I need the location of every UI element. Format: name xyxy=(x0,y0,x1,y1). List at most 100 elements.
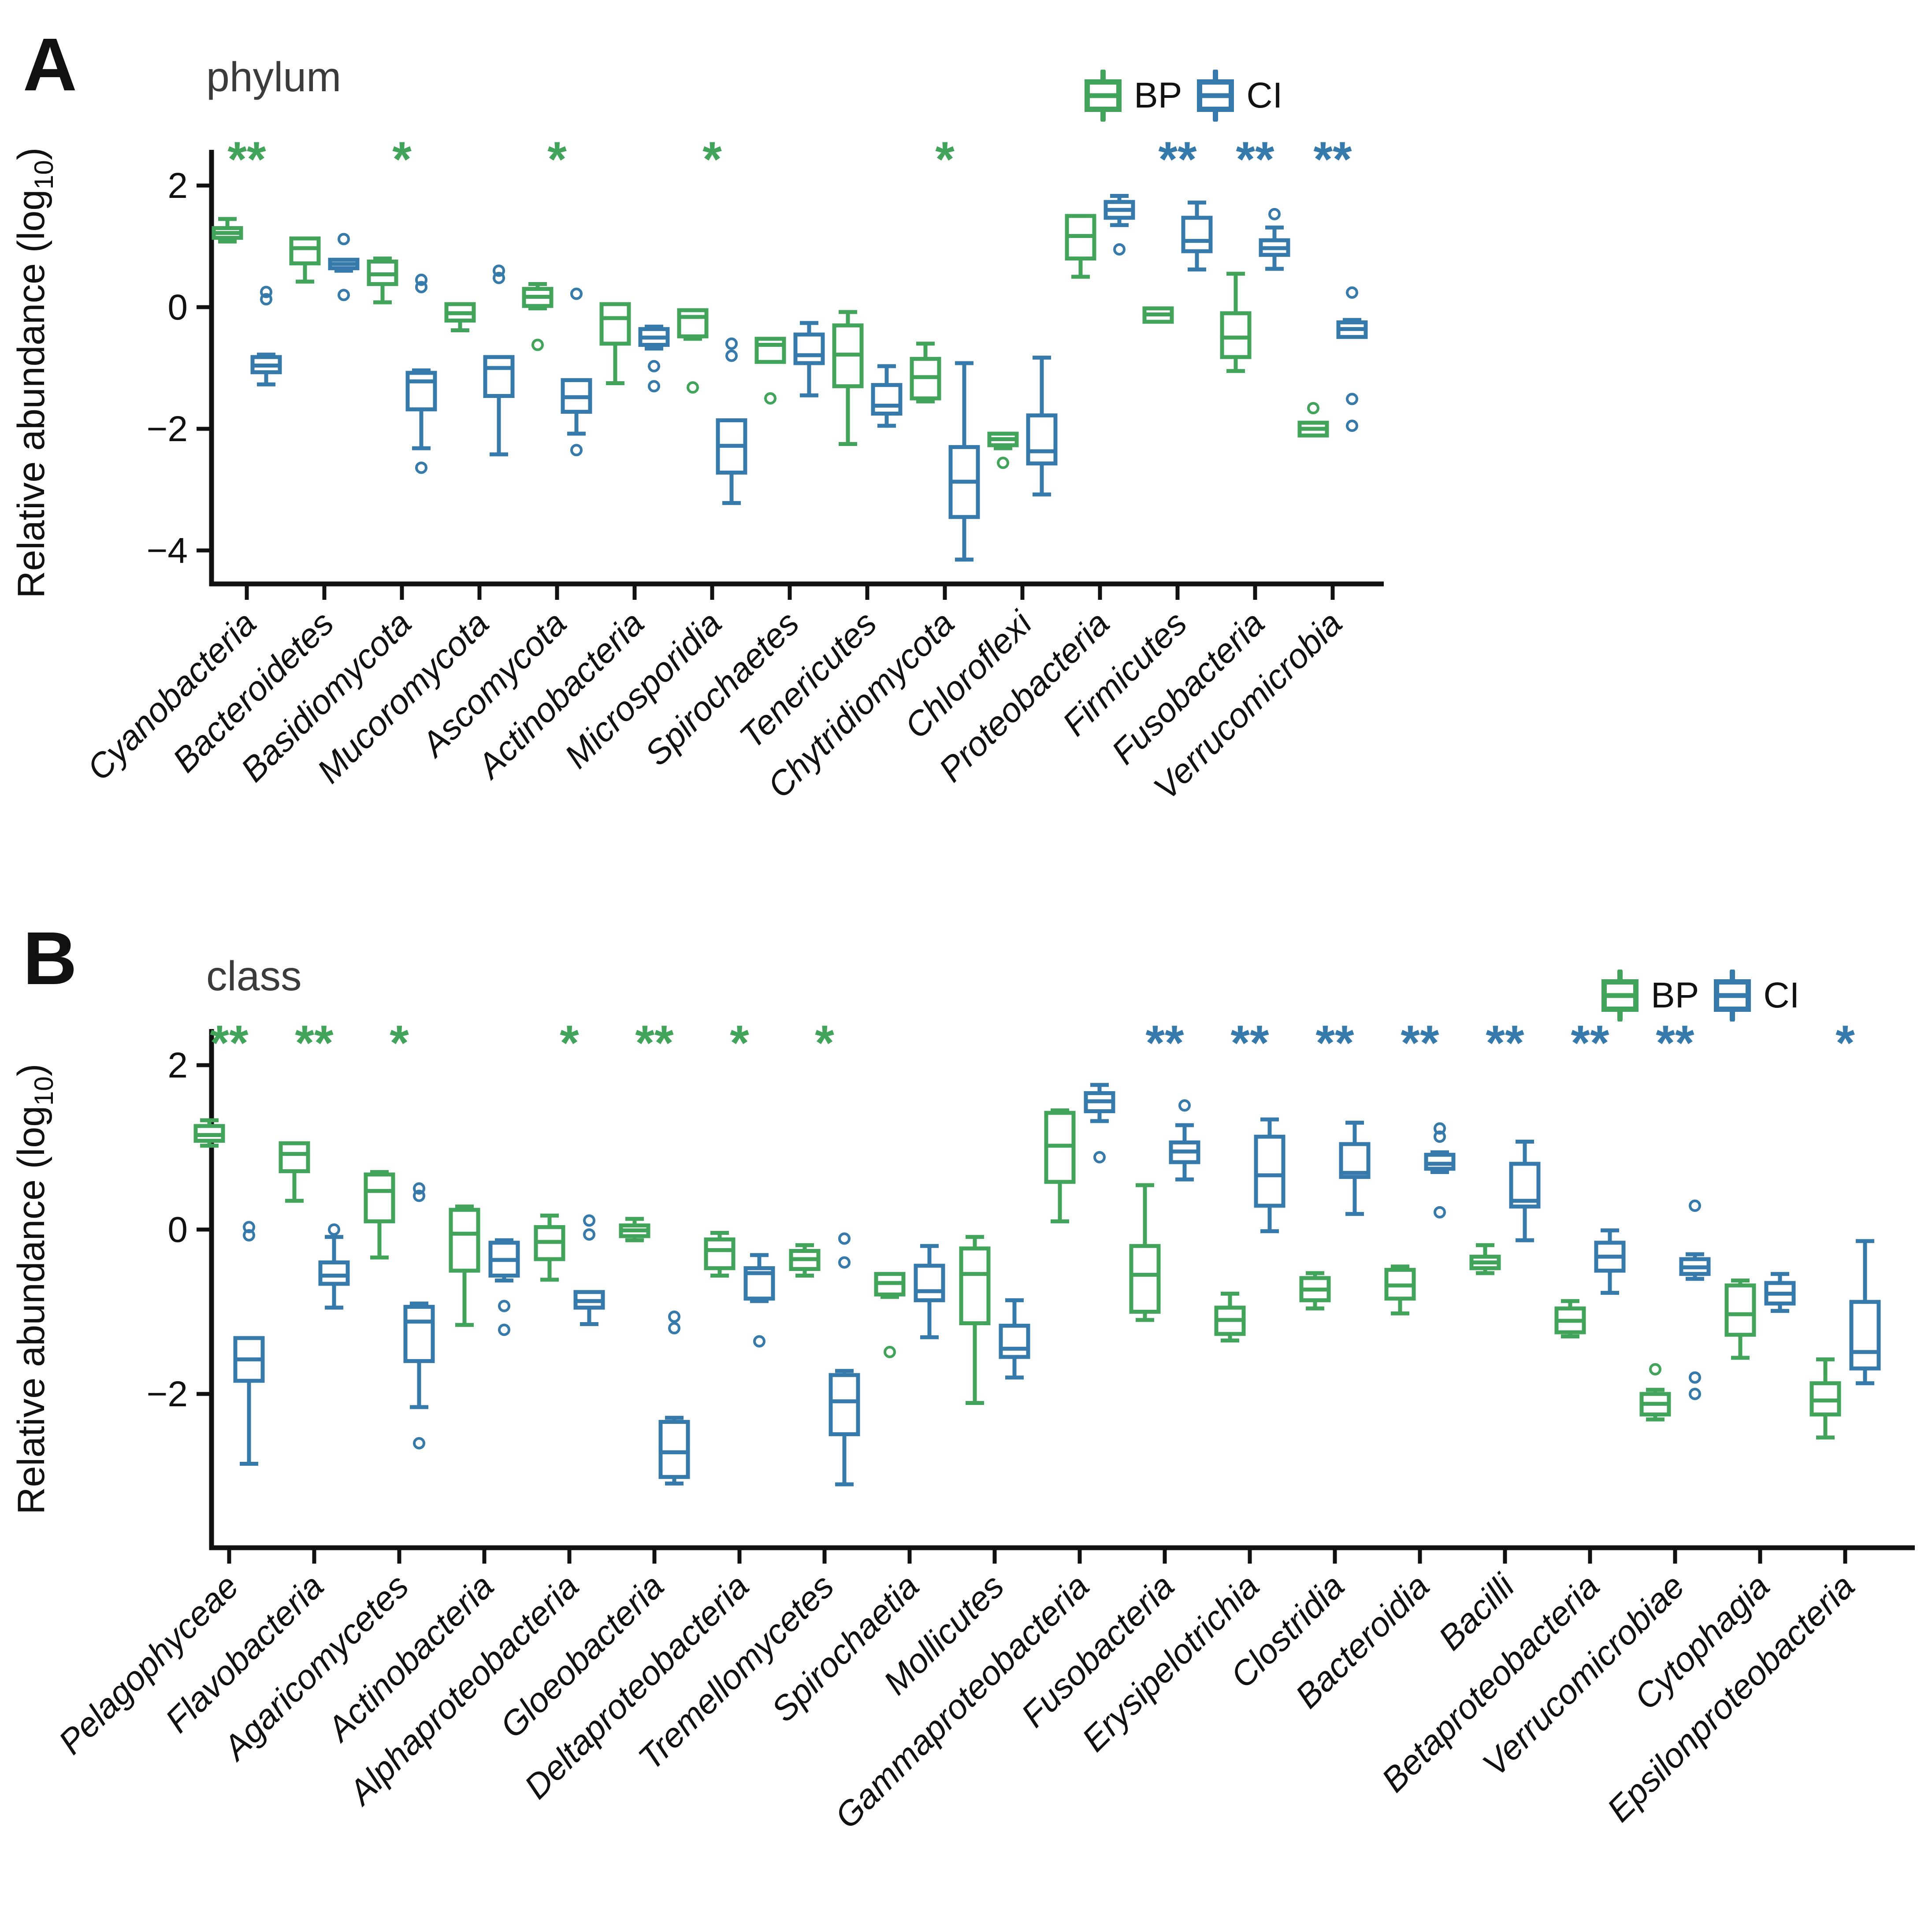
boxplot-ci-Microsporidia-outlier-1 xyxy=(725,349,738,362)
boxplot-ci-Cyanobacteria-outlier-1 xyxy=(260,293,272,306)
boxplot-ci-Tremellomycetes-outlier-1 xyxy=(838,1256,851,1269)
boxplot-bp-Proteobacteria xyxy=(1065,214,1096,279)
boxplot-ci-Flavobacteria-outlier-0 xyxy=(328,1223,340,1236)
boxplot-ci-Tremellomycetes-box xyxy=(829,1373,860,1436)
boxplot-ci-Chloroflexi xyxy=(1026,356,1058,497)
boxplot-ci-Cyanobacteria-outlier-0 xyxy=(260,286,272,298)
significance-stars-Deltaproteobacteria: * xyxy=(730,1015,749,1070)
boxplot-bp-Alphaproteobacteria xyxy=(534,1213,565,1282)
boxplot-ci-Tremellomycetes-outlier-0 xyxy=(838,1232,851,1245)
boxplot-ci-Spirochaetia-box xyxy=(914,1263,945,1302)
boxplot-bp-Betaproteobacteria xyxy=(1554,1299,1586,1338)
panel-a-legend-item-ci: CI xyxy=(1194,70,1282,122)
boxplot-ci-Basidiomycota xyxy=(405,273,437,474)
y-tick-label: 2 xyxy=(167,166,188,206)
boxplot-ci-Verrucomicrobiae xyxy=(1679,1199,1711,1400)
boxplot-bp-Gloeobacteria xyxy=(619,1217,650,1242)
boxplot-ci-Epsilonproteobacteria-box xyxy=(1849,1300,1881,1371)
boxplot-bp-Flavobacteria xyxy=(279,1141,310,1203)
boxplot-bp-Actinobacteria xyxy=(599,302,631,385)
boxplot-bp-Spirochaetes-box xyxy=(754,337,786,364)
y-tick-label: 0 xyxy=(167,287,188,327)
y-axis-title: Relative abundance (log10) xyxy=(10,148,59,598)
boxplot-bp-Chytridiomycota xyxy=(910,342,941,404)
boxplot-ci-Actinobacteria-outlier-0 xyxy=(648,360,660,372)
boxplot-bp-Bacteroidetes xyxy=(289,236,321,284)
boxplot-ci-Bacteroidia xyxy=(1424,1122,1456,1219)
boxplot-bp-Bacilli xyxy=(1469,1243,1501,1275)
boxplot-ci-Tenericutes-box xyxy=(871,383,903,416)
boxplot-ci-Clostridia xyxy=(1339,1121,1371,1216)
panel-b-legend-bp-label: BP xyxy=(1651,975,1699,1015)
boxplot-bp-Verrucomicrobia-outlier-0 xyxy=(1307,402,1319,415)
boxplot-bp-Actinobacteria xyxy=(449,1204,480,1327)
boxplot-ci-Agaricomycetes xyxy=(403,1182,435,1449)
boxplot-bp-Microsporidia-outlier-0 xyxy=(687,381,699,394)
boxplot-ci-Bacteroidetes-outlier-0 xyxy=(338,233,350,245)
significance-stars-Gloeobacteria: ** xyxy=(635,1015,674,1070)
significance-stars-Basidiomycota: * xyxy=(392,132,412,187)
boxplot-bp-Firmicutes xyxy=(1142,306,1174,324)
boxplot-ci-Proteobacteria xyxy=(1103,193,1135,256)
boxplot-ci-Gloeobacteria-box xyxy=(658,1419,690,1479)
boxplot-ci-Microsporidia-outlier-0 xyxy=(725,337,738,350)
boxplot-ci-Bacteroidia-box xyxy=(1424,1152,1456,1171)
boxplot-bp-Erysipelotrichia xyxy=(1214,1291,1246,1343)
ci-legend-boxplot-icon xyxy=(1714,970,1751,1022)
significance-stars-Clostridia: ** xyxy=(1315,1015,1354,1070)
boxplot-bp-Actinobacteria-box xyxy=(449,1208,480,1273)
boxplot-bp-Bacteroidetes-box xyxy=(289,236,321,266)
boxplot-ci-Gammaproteobacteria xyxy=(1084,1083,1115,1163)
boxplot-bp-Clostridia xyxy=(1299,1271,1331,1311)
boxplot-bp-Microsporidia xyxy=(677,308,709,394)
significance-stars-Ascomycota: * xyxy=(547,132,567,187)
boxplot-ci-Ascomycota-outlier-0 xyxy=(570,287,583,300)
boxplot-ci-Bacteroidia-outlier-1 xyxy=(1434,1130,1446,1143)
boxplot-bp-Agaricomycetes xyxy=(364,1170,395,1260)
boxplot-bp-Chloroflexi-outlier-0 xyxy=(997,457,1009,469)
boxplot-bp-Fusobacteria-box xyxy=(1220,311,1252,359)
panel-b-legend-item-ci: CI xyxy=(1711,970,1799,1022)
significance-stars-Bacilli: ** xyxy=(1486,1015,1524,1070)
panel-a-letter: A xyxy=(23,23,77,107)
boxplot-ci-Tenericutes xyxy=(871,364,903,428)
boxplot-ci-Tremellomycetes xyxy=(829,1232,860,1486)
boxplot-bp-Fusobacteria-box xyxy=(1129,1244,1161,1314)
boxplot-ci-Bacilli xyxy=(1509,1139,1541,1242)
boxplot-ci-Microsporidia xyxy=(716,337,747,505)
boxplot-bp-Spirochaetia-outlier-0 xyxy=(884,1345,896,1358)
y-tick-label: −4 xyxy=(147,531,188,571)
bp-legend-boxplot-icon xyxy=(1085,70,1122,122)
boxplot-ci-Verrucomicrobiae-outlier-1 xyxy=(1689,1371,1701,1384)
boxplot-ci-Agaricomycetes-outlier-2 xyxy=(413,1437,425,1449)
boxplot-ci-Fusobacteria xyxy=(1169,1099,1200,1182)
panel-b-letter: B xyxy=(23,917,77,1000)
boxplot-bp-Cytophagia-box xyxy=(1724,1283,1756,1337)
boxplot-ci-Cytophagia xyxy=(1764,1272,1796,1313)
boxplot-bp-Ascomycota-outlier-0 xyxy=(531,338,544,351)
boxplot-bp-Verrucomicrobia xyxy=(1297,402,1329,438)
boxplot-bp-Mucoromycota xyxy=(444,302,476,332)
boxplot-ci-Ascomycota xyxy=(561,287,592,457)
boxplot-bp-Epsilonproteobacteria xyxy=(1809,1357,1841,1440)
boxplot-bp-Tenericutes xyxy=(832,310,864,446)
boxplot-ci-Mucoromycota-outlier-1 xyxy=(493,271,505,284)
panel-b-title: class xyxy=(206,953,302,1000)
boxplot-ci-Actinobacteria-outlier-0 xyxy=(498,1300,510,1312)
panel-b-legend-ci-label: CI xyxy=(1763,975,1800,1015)
boxplot-ci-Basidiomycota-outlier-0 xyxy=(415,273,427,286)
significance-stars-Epsilonproteobacteria: * xyxy=(1835,1015,1855,1070)
boxplot-bp-Bacteroidia xyxy=(1384,1264,1416,1315)
boxplot-bp-Ascomycota xyxy=(522,282,554,351)
boxplot-ci-Proteobacteria-outlier-0 xyxy=(1113,243,1126,256)
boxplot-ci-Basidiomycota-box xyxy=(405,371,437,412)
panel-a-legend-bp-label: BP xyxy=(1134,75,1182,115)
boxplot-ci-Betaproteobacteria xyxy=(1594,1228,1626,1295)
boxplot-ci-Spirochaetes xyxy=(793,321,825,398)
boxplot-bp-Gammaproteobacteria xyxy=(1044,1108,1076,1223)
boxplot-ci-Verrucomicrobia xyxy=(1336,286,1368,432)
boxplot-ci-Gloeobacteria xyxy=(658,1310,690,1486)
x-category-label-Spirochaetia: Spirochaetia xyxy=(764,1567,926,1729)
